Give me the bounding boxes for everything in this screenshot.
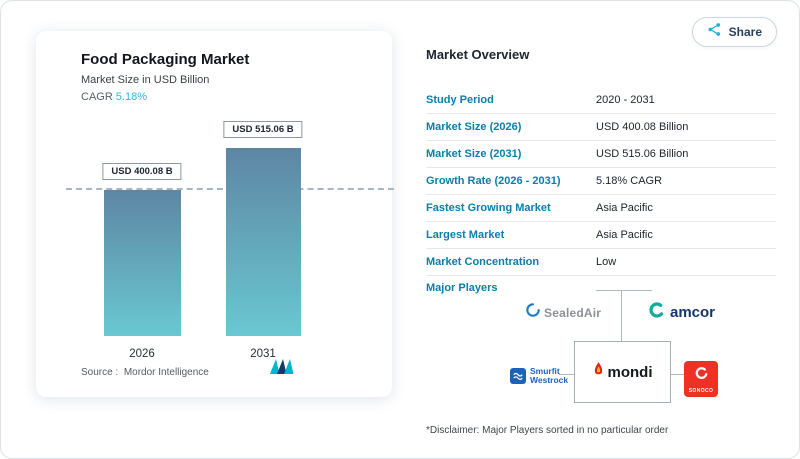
row-label: Largest Market bbox=[426, 229, 505, 241]
major-players-label: Major Players bbox=[426, 282, 498, 294]
x-axis-label-2026: 2026 bbox=[129, 348, 155, 360]
bar-chart: USD 400.08 B USD 515.06 B 2026 2031 bbox=[36, 121, 394, 360]
row-label: Market Concentration bbox=[426, 256, 540, 268]
source-line: Source : Mordor Intelligence bbox=[81, 367, 209, 378]
smurfit-westrock-logo: Smurfit Westrock bbox=[510, 366, 569, 386]
mondi-logo-box: mondi bbox=[574, 341, 671, 403]
bar-value-label-2031: USD 515.06 B bbox=[223, 121, 303, 138]
share-button-label: Share bbox=[728, 25, 762, 39]
share-icon bbox=[707, 22, 722, 42]
market-overview-panel: Market Overview Study Period 2020 - 2031… bbox=[426, 1, 778, 458]
row-value: USD 400.08 Billion bbox=[596, 121, 689, 133]
row-value: Asia Pacific bbox=[596, 229, 653, 241]
table-row: Market Size (2026) USD 400.08 Billion bbox=[426, 114, 776, 141]
row-value: 5.18% CAGR bbox=[596, 175, 663, 187]
row-label: Study Period bbox=[426, 94, 494, 106]
x-axis-label-2031: 2031 bbox=[250, 348, 276, 360]
connector-line bbox=[669, 374, 686, 375]
row-label: Fastest Growing Market bbox=[426, 202, 551, 214]
panel-title: Market Overview bbox=[426, 47, 530, 62]
row-label: Growth Rate (2026 - 2031) bbox=[426, 175, 561, 187]
share-button[interactable]: Share bbox=[691, 17, 777, 47]
bar-2026 bbox=[104, 190, 181, 336]
mondi-flame-icon bbox=[593, 362, 604, 382]
cagr-label: CAGR bbox=[81, 91, 113, 103]
source-value: Mordor Intelligence bbox=[123, 367, 209, 378]
smurfit-line1: Smurfit bbox=[530, 366, 560, 376]
table-row: Study Period 2020 - 2031 bbox=[426, 87, 776, 114]
sonoco-wordmark: SONOCO bbox=[688, 387, 714, 394]
sealed-air-logo: SealedAir bbox=[526, 303, 601, 322]
sealed-air-wordmark: SealedAir bbox=[544, 305, 602, 320]
row-label: Market Size (2031) bbox=[426, 148, 522, 160]
sealed-air-swoosh-icon bbox=[526, 303, 540, 322]
sonoco-logo: SONOCO bbox=[684, 361, 718, 397]
chart-card: Food Packaging Market Market Size in USD… bbox=[36, 31, 394, 397]
overview-table: Study Period 2020 - 2031 Market Size (20… bbox=[426, 87, 776, 276]
source-label: Source : bbox=[81, 367, 119, 378]
bar-2031 bbox=[226, 148, 301, 336]
connector-line bbox=[621, 290, 622, 341]
chart-subtitle: Market Size in USD Billion bbox=[81, 74, 210, 86]
sonoco-spiral-icon bbox=[693, 365, 710, 387]
bar-value-label-2026: USD 400.08 B bbox=[102, 163, 182, 180]
table-row: Largest Market Asia Pacific bbox=[426, 222, 776, 249]
cagr-line: CAGR 5.18% bbox=[81, 91, 147, 103]
connector-line bbox=[596, 290, 652, 291]
amcor-wordmark: amcor bbox=[670, 304, 716, 321]
cagr-value: 5.18% bbox=[115, 91, 147, 103]
smurfit-wave-icon bbox=[510, 368, 526, 385]
mordor-intelligence-logo bbox=[269, 358, 295, 380]
table-row: Market Concentration Low bbox=[426, 249, 776, 276]
row-value: Asia Pacific bbox=[596, 202, 653, 214]
row-value: 2020 - 2031 bbox=[596, 94, 655, 106]
amcor-ring-icon bbox=[648, 301, 666, 324]
mondi-wordmark: mondi bbox=[607, 363, 653, 381]
smurfit-westrock-wordmark: Smurfit Westrock bbox=[530, 366, 569, 386]
table-row: Market Size (2031) USD 515.06 Billion bbox=[426, 141, 776, 168]
table-row: Fastest Growing Market Asia Pacific bbox=[426, 195, 776, 222]
connector-line bbox=[559, 374, 574, 375]
table-row: Growth Rate (2026 - 2031) 5.18% CAGR bbox=[426, 168, 776, 195]
amcor-logo: amcor bbox=[648, 301, 715, 324]
smurfit-line2: Westrock bbox=[530, 375, 569, 386]
disclaimer-text: *Disclaimer: Major Players sorted in no … bbox=[426, 425, 669, 436]
row-label: Market Size (2026) bbox=[426, 121, 522, 133]
row-value: USD 515.06 Billion bbox=[596, 148, 689, 160]
chart-title: Food Packaging Market bbox=[81, 51, 250, 68]
row-value: Low bbox=[596, 256, 617, 268]
